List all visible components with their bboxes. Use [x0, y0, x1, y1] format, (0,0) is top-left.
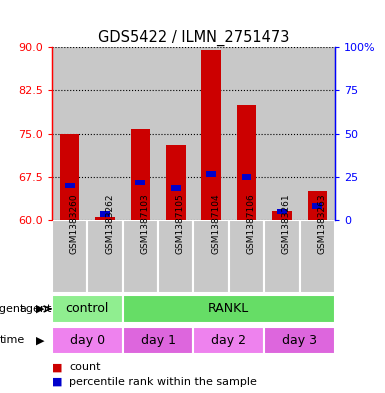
Bar — [136, 180, 146, 185]
Bar — [229, 220, 264, 293]
Text: GSM1383260: GSM1383260 — [70, 193, 79, 254]
Bar — [123, 295, 335, 323]
Bar — [272, 211, 291, 220]
Bar — [52, 295, 123, 323]
Text: ▶: ▶ — [36, 304, 44, 314]
Bar — [52, 220, 87, 293]
Text: day 0: day 0 — [70, 334, 105, 347]
Text: ■: ■ — [52, 362, 62, 373]
Bar — [171, 185, 181, 191]
Text: day 1: day 1 — [141, 334, 176, 347]
Bar — [65, 183, 75, 188]
Bar — [166, 145, 186, 220]
Bar — [312, 203, 322, 209]
Bar — [100, 211, 110, 217]
Text: GSM1387106: GSM1387106 — [246, 193, 256, 254]
Text: control: control — [66, 302, 109, 316]
Text: day 2: day 2 — [211, 334, 246, 347]
Text: count: count — [69, 362, 101, 373]
Bar — [123, 327, 193, 354]
Text: GSM1387103: GSM1387103 — [141, 193, 149, 254]
Bar — [308, 191, 327, 220]
Bar — [87, 47, 123, 220]
Bar — [52, 47, 87, 220]
Text: ■: ■ — [52, 377, 62, 387]
Bar — [52, 327, 123, 354]
Bar — [193, 47, 229, 220]
Bar — [95, 217, 115, 220]
Bar — [123, 47, 158, 220]
Bar — [264, 327, 335, 354]
Bar — [237, 105, 256, 220]
Text: GSM1387105: GSM1387105 — [176, 193, 185, 254]
Bar — [87, 220, 123, 293]
Bar — [201, 50, 221, 220]
Bar — [241, 174, 251, 180]
Text: GSM1383261: GSM1383261 — [282, 193, 291, 254]
Bar — [264, 220, 300, 293]
Bar — [158, 47, 193, 220]
Bar — [300, 47, 335, 220]
Text: RANKL: RANKL — [208, 302, 249, 316]
Bar — [277, 209, 287, 214]
Text: agent: agent — [0, 304, 25, 314]
Bar — [123, 220, 158, 293]
Text: time: time — [0, 335, 25, 345]
Text: percentile rank within the sample: percentile rank within the sample — [69, 377, 257, 387]
Bar — [60, 134, 79, 220]
Text: agent: agent — [19, 304, 51, 314]
Text: ▶: ▶ — [36, 335, 44, 345]
Bar — [229, 47, 264, 220]
Bar — [193, 220, 229, 293]
Bar — [158, 220, 193, 293]
Title: GDS5422 / ILMN_2751473: GDS5422 / ILMN_2751473 — [98, 29, 289, 46]
Bar — [131, 129, 150, 220]
Bar — [264, 47, 300, 220]
Bar — [206, 171, 216, 177]
Text: GSM1387104: GSM1387104 — [211, 193, 220, 254]
Text: GSM1383263: GSM1383263 — [317, 193, 326, 254]
Bar — [193, 327, 264, 354]
Text: GSM1383262: GSM1383262 — [105, 193, 114, 254]
Text: day 3: day 3 — [282, 334, 317, 347]
Bar — [300, 220, 335, 293]
